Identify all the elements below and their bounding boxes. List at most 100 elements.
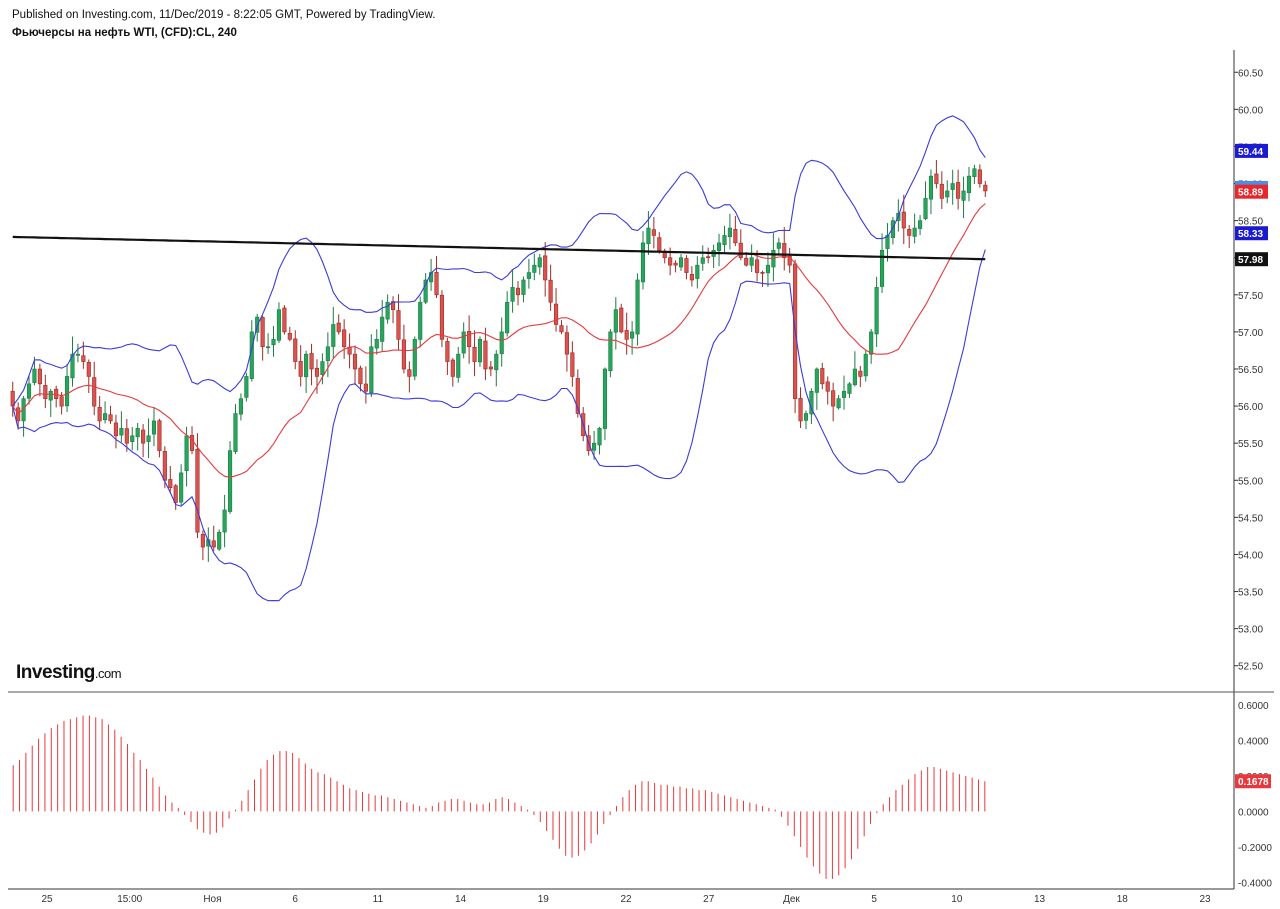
time-tick-label: 14 xyxy=(455,894,467,905)
candle-body xyxy=(505,301,510,334)
candle xyxy=(678,253,684,271)
candle xyxy=(510,270,515,313)
candle-body xyxy=(173,485,178,503)
time-tick-label: 13 xyxy=(1034,894,1046,905)
candle xyxy=(282,305,287,335)
candle-body xyxy=(439,294,445,340)
candle xyxy=(26,375,32,405)
candle-body xyxy=(977,169,982,184)
candle-body xyxy=(668,257,673,266)
candle xyxy=(92,361,97,416)
candle xyxy=(619,303,624,334)
candle-body xyxy=(678,257,684,268)
candle-body xyxy=(738,242,743,259)
candle-body xyxy=(238,398,243,415)
candle xyxy=(559,320,564,335)
time-tick-label: Дек xyxy=(783,894,800,905)
candle-body xyxy=(744,257,749,266)
price-tick-label: 58.50 xyxy=(1238,217,1263,228)
candle xyxy=(863,350,868,382)
candle xyxy=(445,337,450,375)
price-tick-label: 55.00 xyxy=(1238,476,1263,487)
candle-body xyxy=(635,279,640,335)
candle-body xyxy=(298,361,303,377)
time-tick-label: 23 xyxy=(1199,894,1211,905)
candle-body xyxy=(81,355,86,362)
candle-body xyxy=(651,229,656,236)
candle xyxy=(244,372,249,402)
candle-body xyxy=(320,361,325,376)
candle xyxy=(570,341,575,387)
candle-body xyxy=(630,331,635,339)
candle-body xyxy=(526,272,531,279)
candle xyxy=(966,166,972,202)
candle xyxy=(173,484,178,510)
candle-body xyxy=(412,339,417,377)
candle-body xyxy=(282,307,287,333)
candle-body xyxy=(103,413,108,421)
candle-body xyxy=(939,183,944,199)
candle xyxy=(488,360,493,377)
candle xyxy=(760,270,765,287)
candle-body xyxy=(923,198,928,220)
candle xyxy=(336,314,341,335)
price-tick-label: 54.50 xyxy=(1238,513,1263,524)
candle-body xyxy=(956,182,961,199)
candle xyxy=(499,317,504,367)
candle xyxy=(961,176,966,219)
candle xyxy=(950,169,955,205)
candle xyxy=(537,253,542,275)
candle-body xyxy=(37,368,42,385)
candle xyxy=(211,525,216,552)
candle-body xyxy=(260,317,265,348)
candle xyxy=(304,350,309,393)
candle xyxy=(749,244,754,273)
candle-body xyxy=(309,353,314,370)
candle xyxy=(890,217,895,245)
candle xyxy=(135,423,140,451)
candle-body xyxy=(43,385,48,399)
candle-body xyxy=(162,450,167,481)
candle xyxy=(564,325,569,372)
candle xyxy=(928,169,934,215)
candle-body xyxy=(950,183,955,190)
candle xyxy=(293,330,298,370)
candle xyxy=(97,395,102,429)
candle xyxy=(646,211,651,255)
candle-body xyxy=(765,264,771,274)
candle xyxy=(423,273,428,305)
hist-tick-label: 0.6000 xyxy=(1238,701,1269,712)
candle xyxy=(494,350,499,387)
candle xyxy=(70,336,75,387)
candle xyxy=(597,426,602,455)
candle xyxy=(434,256,439,299)
candle-body xyxy=(423,279,428,303)
candle xyxy=(776,237,781,255)
candle-body xyxy=(141,429,146,444)
price-axis-labels: 52.50 53.00 53.50 54.00 54.50 55.00 55.50 56.00… xyxy=(1234,68,1263,673)
candle-body xyxy=(695,264,700,279)
candle-body xyxy=(450,359,455,377)
candle xyxy=(331,306,336,359)
candle-body xyxy=(733,229,738,244)
candle xyxy=(130,426,135,451)
candle-body xyxy=(912,227,917,237)
candle-body xyxy=(597,428,602,446)
candle-body xyxy=(59,396,64,407)
candle xyxy=(831,382,836,422)
candle-body xyxy=(347,346,352,355)
candle xyxy=(923,181,928,221)
candle-body xyxy=(515,287,521,296)
candle xyxy=(21,395,26,437)
candle-body xyxy=(874,287,879,335)
candle-body xyxy=(467,331,472,348)
candle xyxy=(276,302,282,344)
candle xyxy=(54,385,59,408)
candle-body xyxy=(456,353,461,378)
candle-body xyxy=(472,346,477,362)
candle xyxy=(820,362,825,390)
candle-body xyxy=(374,339,379,349)
price-tick-label: 60.00 xyxy=(1238,105,1263,116)
